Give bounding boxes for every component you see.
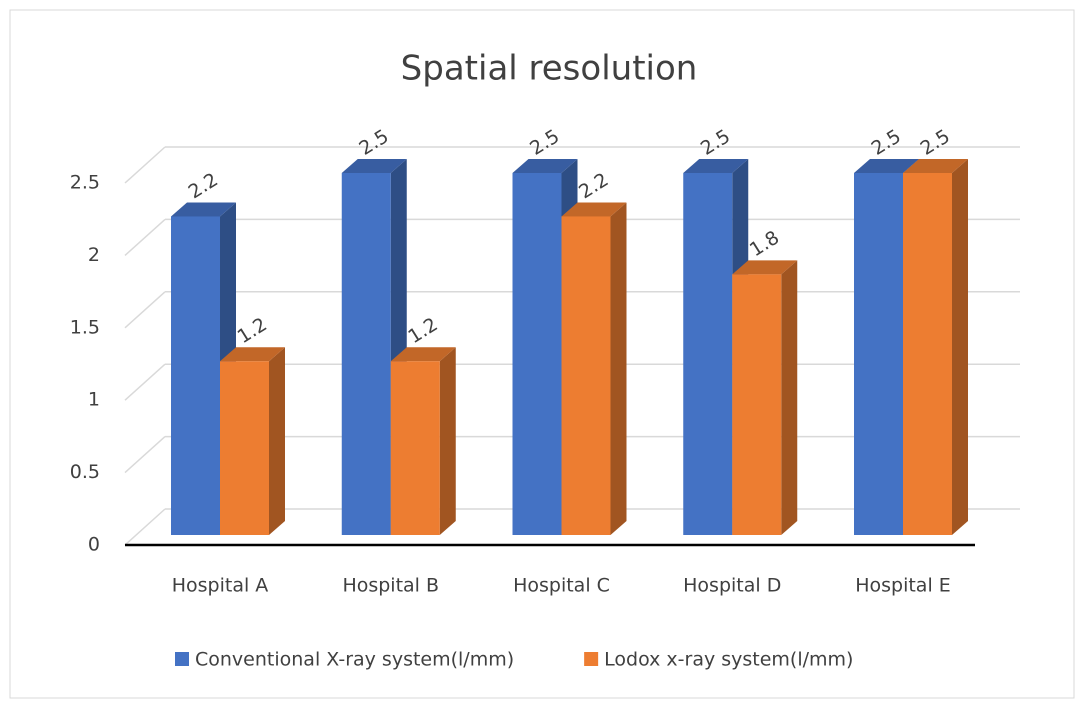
chart-title: Spatial resolution [401, 49, 698, 89]
legend-swatch [584, 652, 599, 666]
x-tick-label: Hospital D [683, 575, 781, 597]
y-tick-label: 2 [88, 244, 100, 266]
grid-line [124, 218, 166, 256]
bar [390, 361, 440, 535]
legend-swatch [175, 652, 189, 666]
y-tick-label: 1 [88, 389, 100, 411]
bar-top [903, 159, 968, 173]
grid-line [124, 508, 166, 546]
bar [854, 173, 903, 535]
bar-top [341, 159, 407, 173]
bar-side [439, 347, 456, 535]
legend-label: Lodox x-ray system(l/mm) [604, 649, 853, 671]
bar-top [683, 159, 749, 173]
x-tick-label: Hospital A [172, 575, 269, 597]
bar-top [220, 347, 285, 362]
bar-top [512, 159, 578, 173]
legend-label: Conventional X-ray system(l/mm) [195, 649, 514, 671]
bar-top [171, 202, 236, 217]
bar-top [732, 260, 798, 275]
bar-top [854, 159, 919, 173]
bar-top [390, 347, 456, 362]
bar-side [269, 347, 285, 535]
grid-line [124, 363, 166, 401]
grid-line [124, 436, 166, 474]
bar [171, 216, 220, 535]
bar [683, 173, 733, 535]
bar [220, 361, 269, 535]
bar [561, 216, 611, 535]
x-tick-label: Hospital B [342, 575, 439, 597]
bar-top [561, 202, 627, 217]
bar [512, 173, 562, 535]
bar-side [781, 260, 798, 535]
bar-side [610, 202, 627, 535]
x-tick-label: Hospital E [855, 575, 951, 597]
bar [341, 173, 391, 535]
y-tick-label: 0 [88, 534, 100, 556]
bar [903, 173, 952, 535]
y-tick-label: 0.5 [70, 461, 100, 483]
bar [732, 274, 782, 535]
y-tick-label: 1.5 [70, 316, 100, 338]
x-tick-label: Hospital C [513, 575, 610, 597]
bar-side [952, 159, 968, 535]
grid-line [124, 146, 166, 184]
grid-line [124, 291, 166, 329]
y-tick-label: 2.5 [70, 172, 100, 194]
